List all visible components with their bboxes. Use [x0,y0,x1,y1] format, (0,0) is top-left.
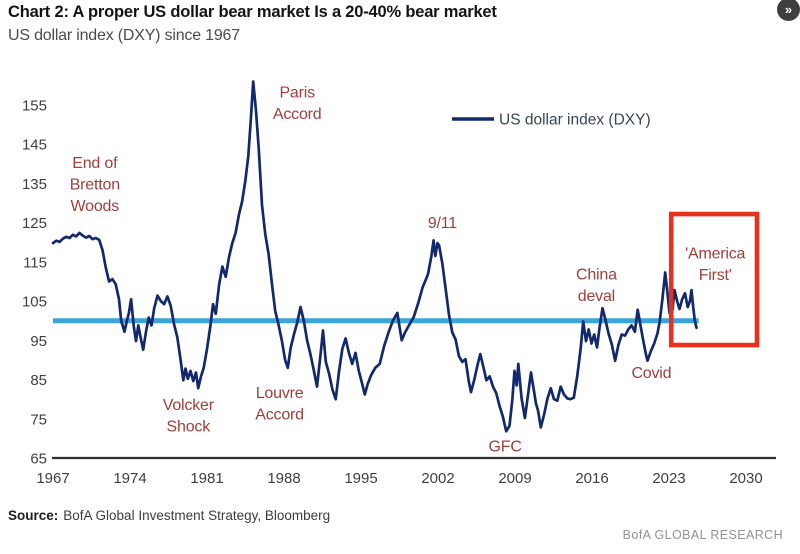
x-tick-label: 2016 [575,470,608,487]
annotation-china-deval: China deval [576,267,617,306]
y-tick-label: 95 [30,333,47,350]
annotation-9-11: 9/11 [428,215,457,232]
annotation-covid: Covid [631,365,671,382]
source-text: BofA Global Investment Strategy, Bloombe… [63,508,331,523]
legend-label: US dollar index (DXY) [499,112,651,129]
source-line: Source: BofA Global Investment Strategy, … [8,508,330,523]
source-label: Source: [8,508,59,523]
y-tick-label: 85 [30,372,47,389]
x-tick-label: 2009 [498,470,531,487]
annotation-end-of-bretton-woods: End of Bretton Woods [70,155,120,215]
annotation-america-first: 'America First' [685,245,745,284]
x-tick-label: 1967 [36,470,69,487]
x-tick-label: 1995 [344,470,377,487]
y-tick-label: 145 [22,137,47,154]
double-chevron-right-icon: » [784,2,793,17]
y-tick-label: 115 [23,254,47,271]
x-tick-label: 1981 [190,470,223,487]
y-tick-label: 125 [22,215,47,232]
annotation-paris-accord: Paris Accord [273,85,322,124]
y-tick-label: 75 [30,411,47,428]
y-tick-label: 65 [30,451,47,468]
y-tick-label: 135 [22,176,47,193]
annotation-gfc: GFC [489,439,522,456]
brand-mark: BofA GLOBAL RESEARCH [622,528,783,542]
x-tick-label: 2002 [421,470,454,487]
y-tick-label: 155 [22,98,47,115]
chart-title: Chart 2: A proper US dollar bear market … [8,3,497,21]
y-tick-label: 105 [22,294,47,311]
annotation-louvre-accord: Louvre Accord [255,385,304,424]
annotation-volcker-shock: Volcker Shock [163,397,215,436]
dxy-series-line [51,80,698,433]
america-first-highlight-box [668,211,760,348]
x-tick-label: 1974 [113,470,146,487]
x-tick-label: 2023 [652,470,685,487]
x-tick-label: 2030 [729,470,762,487]
chart-subtitle: US dollar index (DXY) since 1967 [8,27,240,44]
next-button[interactable]: » [777,0,800,21]
x-tick-label: 1988 [267,470,300,487]
